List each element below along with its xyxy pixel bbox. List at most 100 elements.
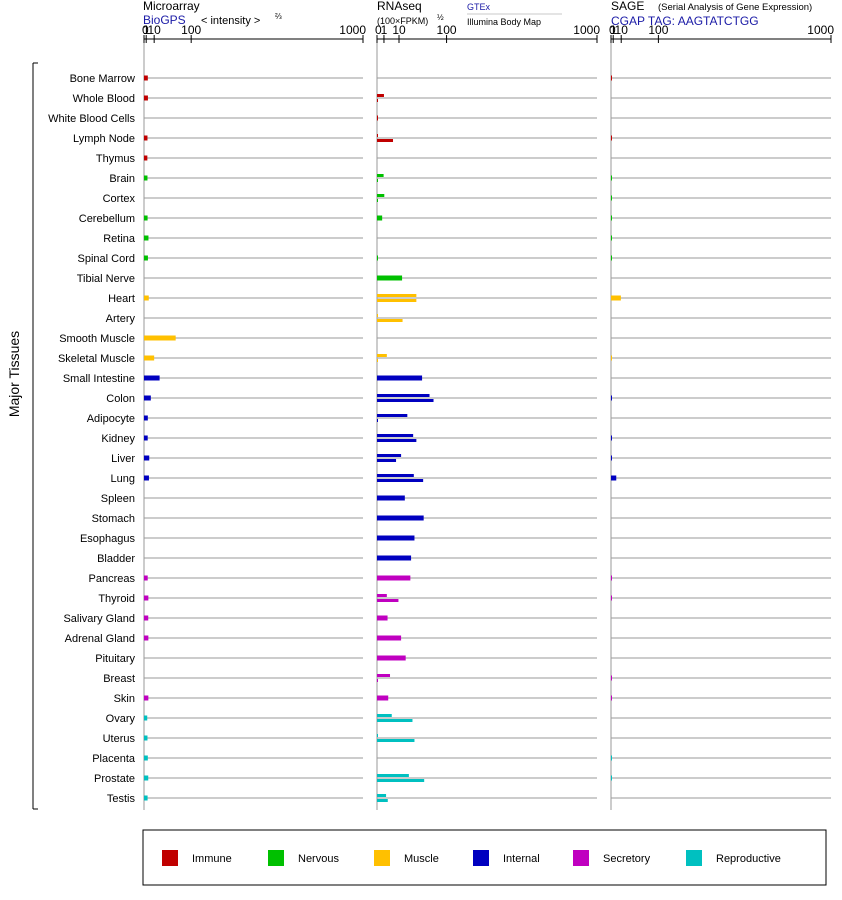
rnaseq-bar-spinal-cord xyxy=(377,255,378,261)
legend-label-muscle: Muscle xyxy=(404,853,439,865)
rnaseq-bar-prostate-2 xyxy=(377,779,425,782)
tissue-label-spleen: Spleen xyxy=(101,493,135,505)
microarray-bar-thyroid xyxy=(144,595,149,601)
rnaseq-bar-thyroid-2 xyxy=(377,599,399,602)
microarray-bar-adrenal-gland xyxy=(144,635,149,641)
sage-bar-spinal-cord xyxy=(611,255,612,261)
tissue-label-salivary-gland: Salivary Gland xyxy=(63,613,135,625)
tissue-label-skeletal-muscle: Skeletal Muscle xyxy=(58,353,135,365)
rnaseq-bar-adrenal-gland xyxy=(377,635,402,641)
rnaseq-bar-liver-1 xyxy=(377,454,402,457)
rnaseq-bar-cortex-2 xyxy=(377,199,378,202)
sage-tick-label: 1000 xyxy=(807,23,834,37)
tissue-label-prostate: Prostate xyxy=(94,773,135,785)
gtex-link[interactable]: GTEx xyxy=(467,2,491,12)
rnaseq-bar-kidney-1 xyxy=(377,434,414,437)
microarray-bar-heart xyxy=(144,295,149,301)
sage-title: SAGE xyxy=(611,0,644,13)
microarray-bar-uterus xyxy=(144,735,148,741)
rnaseq-bar-lymph-node-1 xyxy=(377,134,378,137)
sage-tick-label: 100 xyxy=(648,23,668,37)
tissue-label-retina: Retina xyxy=(103,233,136,245)
tissue-label-white-blood-cells: White Blood Cells xyxy=(48,113,135,125)
tissue-label-kidney: Kidney xyxy=(101,433,135,445)
tissue-label-spinal-cord: Spinal Cord xyxy=(78,253,135,265)
tissue-label-pancreas: Pancreas xyxy=(89,573,136,585)
microarray-title: Microarray xyxy=(143,0,200,13)
legend-swatch-secretory xyxy=(573,850,589,866)
microarray-bar-skeletal-muscle xyxy=(144,355,155,361)
microarray-bar-retina xyxy=(144,235,149,241)
microarray-bar-colon xyxy=(144,395,151,401)
sage-bar-thyroid xyxy=(611,595,612,601)
rnaseq-bar-skeletal-muscle-1 xyxy=(377,354,387,357)
microarray-bar-bone-marrow xyxy=(144,75,148,81)
tissue-label-heart: Heart xyxy=(108,293,135,305)
rnaseq-bar-lung-1 xyxy=(377,474,414,477)
legend-swatch-immune xyxy=(162,850,178,866)
rnaseq-bar-skin xyxy=(377,695,389,701)
rnaseq-bar-lung-2 xyxy=(377,479,424,482)
sage-bar-brain xyxy=(611,175,612,181)
rnaseq-bar-adipocyte-1 xyxy=(377,414,408,417)
microarray-bar-liver xyxy=(144,455,150,461)
microarray-bar-cerebellum xyxy=(144,215,148,221)
microarray-bar-whole-blood xyxy=(144,95,148,101)
microarray-bar-smooth-muscle xyxy=(144,335,176,341)
rnaseq-bar-whole-blood-2 xyxy=(377,99,378,102)
rnaseq-bar-spleen xyxy=(377,495,405,501)
rnaseq-bar-breast-2 xyxy=(377,679,378,682)
sage-bar-liver xyxy=(611,455,612,461)
rnaseq-tick-label: 0 xyxy=(375,23,382,37)
microarray-bar-testis xyxy=(144,795,148,801)
rnaseq-bar-colon-1 xyxy=(377,394,430,397)
legend-label-nervous: Nervous xyxy=(298,853,339,865)
rnaseq-bar-pituitary xyxy=(377,655,406,661)
tissue-label-brain: Brain xyxy=(109,173,135,185)
microarray-bar-spinal-cord xyxy=(144,255,148,261)
microarray-bar-ovary xyxy=(144,715,148,721)
tissue-label-cortex: Cortex xyxy=(103,193,136,205)
sage-tick-label: 1 xyxy=(610,23,617,37)
tissue-label-thyroid: Thyroid xyxy=(98,593,135,605)
rnaseq-bar-stomach xyxy=(377,515,424,521)
rnaseq-bar-thyroid-1 xyxy=(377,594,387,597)
sage-bar-breast xyxy=(611,675,612,681)
sage-bar-lung xyxy=(611,475,617,481)
tissue-label-colon: Colon xyxy=(106,393,135,405)
tissue-label-ovary: Ovary xyxy=(106,713,136,725)
rnaseq-bar-pancreas xyxy=(377,575,411,581)
legend-swatch-internal xyxy=(473,850,489,866)
microarray-tick-label: 100 xyxy=(181,23,201,37)
sage-bar-placenta xyxy=(611,755,612,761)
sage-bar-skin xyxy=(611,695,612,701)
microarray-bar-adipocyte xyxy=(144,415,148,421)
sage-bar-heart xyxy=(611,295,621,301)
sage-bar-prostate xyxy=(611,775,612,781)
microarray-bar-skin xyxy=(144,695,149,701)
panel-headers: Microarray BioGPS < intensity > ⅔ RNAseq… xyxy=(143,0,812,28)
sage-bar-skeletal-muscle xyxy=(611,355,612,361)
expression-bars xyxy=(144,75,621,802)
microarray-bar-lung xyxy=(144,475,149,481)
rnaseq-bar-heart-1 xyxy=(377,294,417,297)
rnaseq-bar-brain-2 xyxy=(377,179,378,182)
legend-swatch-nervous xyxy=(268,850,284,866)
sage-bar-kidney xyxy=(611,435,612,441)
biogps-link[interactable]: BioGPS xyxy=(143,13,186,27)
sage-bar-cerebellum xyxy=(611,215,612,221)
legend: Immune Nervous Muscle Internal Secretory Repr… xyxy=(142,829,827,886)
tissue-label-lymph-node: Lymph Node xyxy=(73,133,135,145)
microarray-bar-salivary-gland xyxy=(144,615,149,621)
rnaseq-bar-salivary-gland xyxy=(377,615,388,621)
sage-subtitle: (Serial Analysis of Gene Expression) xyxy=(658,2,812,13)
tissue-label-artery: Artery xyxy=(106,313,136,325)
rnaseq-bar-whole-blood-1 xyxy=(377,94,384,97)
rnaseq-bar-bladder xyxy=(377,555,412,561)
legend-label-reproductive: Reproductive xyxy=(716,853,781,865)
row-gridlines xyxy=(144,77,831,799)
sage-tick-label: 10 xyxy=(615,23,629,37)
cgap-tag-link[interactable]: CGAP TAG: AAGTATCTGG xyxy=(611,14,759,28)
